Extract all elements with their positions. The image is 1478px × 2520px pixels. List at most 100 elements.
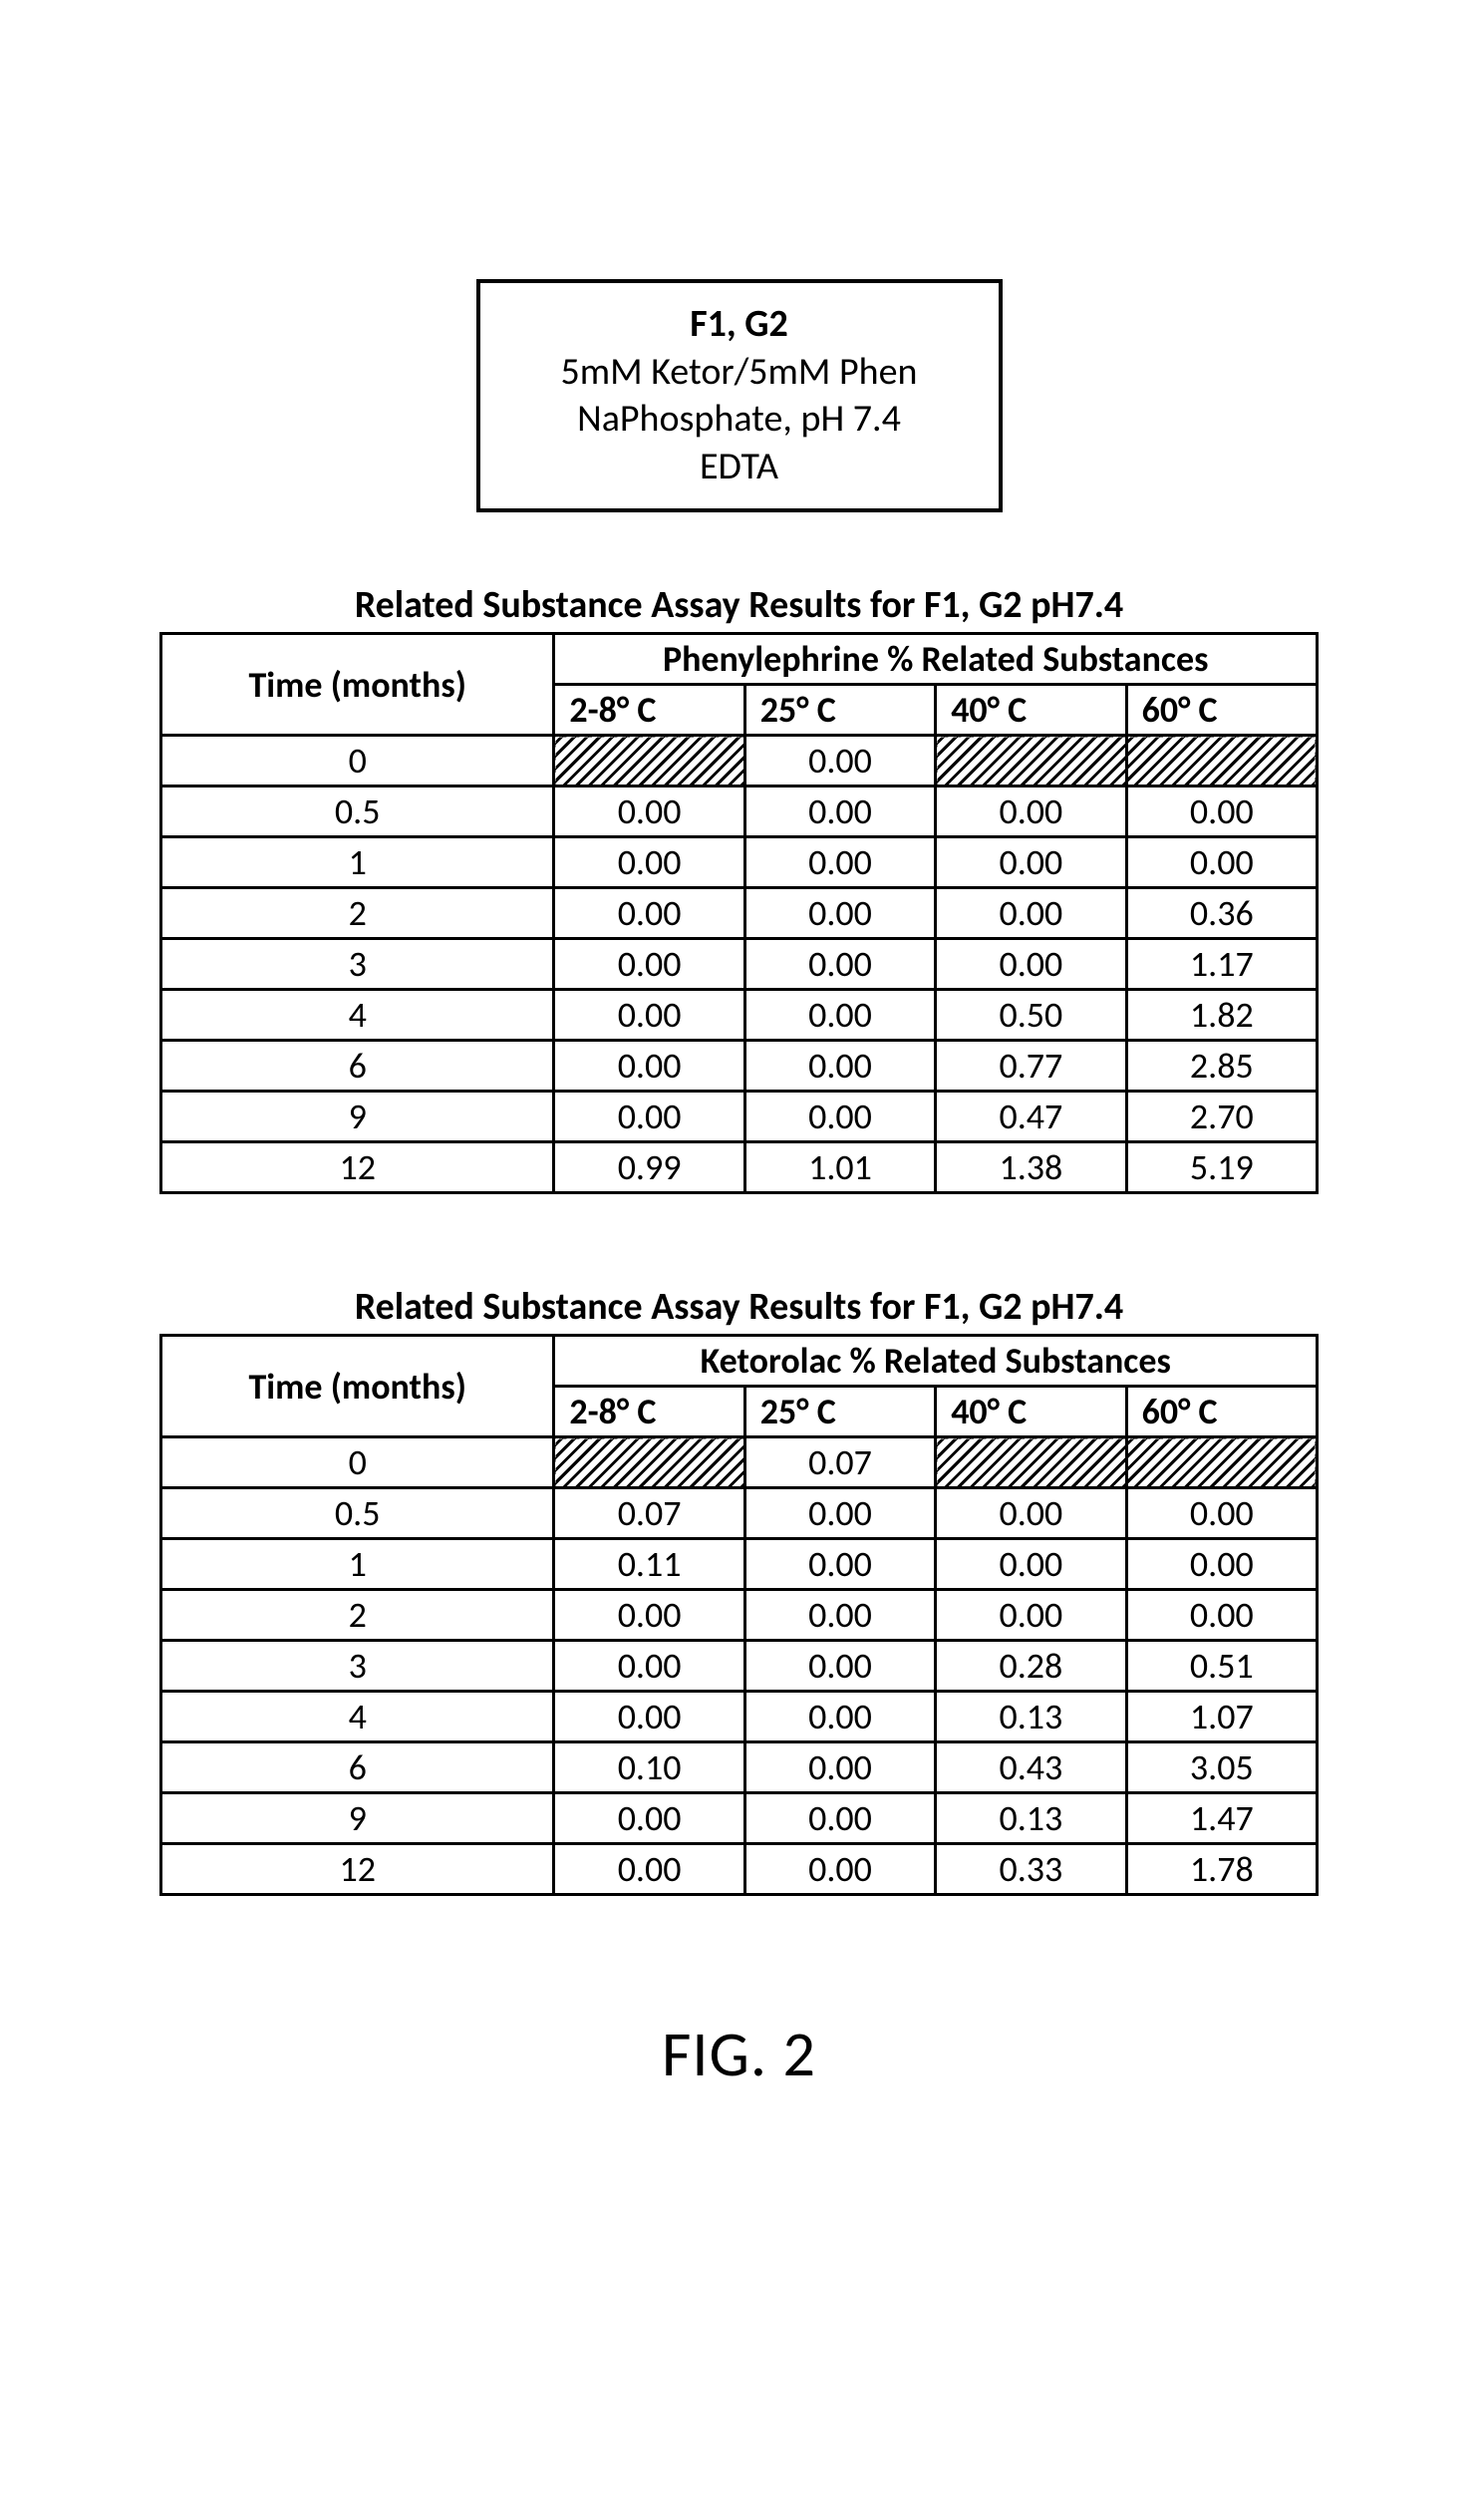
time-cell: 3 bbox=[161, 1641, 554, 1692]
data-cell: 0.47 bbox=[936, 1092, 1126, 1142]
data-cell: 0.07 bbox=[554, 1488, 744, 1539]
info-box-line2: NaPhosphate, pH 7.4 bbox=[500, 396, 979, 444]
data-cell: 0.00 bbox=[744, 1844, 935, 1895]
data-cell: 0.00 bbox=[744, 1488, 935, 1539]
data-cell: 0.00 bbox=[744, 939, 935, 990]
table-title: Related Substance Assay Results for F1, … bbox=[159, 1284, 1319, 1330]
data-cell: 0.00 bbox=[554, 837, 744, 888]
table-row: 30.000.000.001.17 bbox=[161, 939, 1318, 990]
data-cell: 0.33 bbox=[936, 1844, 1126, 1895]
data-cell: 0.00 bbox=[744, 990, 935, 1041]
data-cell: 0.00 bbox=[744, 787, 935, 837]
data-cell: 0.00 bbox=[1126, 1488, 1317, 1539]
table-row: 120.991.011.385.19 bbox=[161, 1142, 1318, 1193]
data-cell bbox=[554, 1437, 744, 1488]
data-cell: 0.13 bbox=[936, 1692, 1126, 1742]
data-cell: 5.19 bbox=[1126, 1142, 1317, 1193]
time-cell: 0 bbox=[161, 736, 554, 787]
data-cell: 0.00 bbox=[554, 1092, 744, 1142]
table-row: 0.50.070.000.000.00 bbox=[161, 1488, 1318, 1539]
time-cell: 6 bbox=[161, 1742, 554, 1793]
data-cell: 0.00 bbox=[744, 1539, 935, 1590]
data-cell: 0.00 bbox=[554, 787, 744, 837]
data-cell: 0.00 bbox=[744, 837, 935, 888]
data-cell: 0.77 bbox=[936, 1041, 1126, 1092]
table-row: 60.000.000.772.85 bbox=[161, 1041, 1318, 1092]
info-box-title: F1, G2 bbox=[500, 301, 979, 349]
time-cell: 2 bbox=[161, 888, 554, 939]
table-row: 120.000.000.331.78 bbox=[161, 1844, 1318, 1895]
data-cell: 0.00 bbox=[1126, 1590, 1317, 1641]
info-box-line1: 5mM Ketor/5mM Phen bbox=[500, 349, 979, 397]
table-row: 40.000.000.131.07 bbox=[161, 1692, 1318, 1742]
data-cell: 0.00 bbox=[1126, 837, 1317, 888]
data-cell: 0.00 bbox=[554, 939, 744, 990]
temp-header: 40° C bbox=[936, 1387, 1126, 1437]
time-header: Time (months) bbox=[161, 1336, 554, 1437]
figure-caption: FIG. 2 bbox=[159, 2016, 1319, 2093]
temp-header: 25° C bbox=[744, 1387, 935, 1437]
group-header: Phenylephrine % Related Substances bbox=[554, 634, 1318, 685]
temp-header: 60° C bbox=[1126, 1387, 1317, 1437]
data-cell: 0.00 bbox=[1126, 787, 1317, 837]
table-row: 10.000.000.000.00 bbox=[161, 837, 1318, 888]
table-header-row: Time (months)Phenylephrine % Related Sub… bbox=[161, 634, 1318, 685]
data-cell bbox=[1126, 736, 1317, 787]
table-row: 0.50.000.000.000.00 bbox=[161, 787, 1318, 837]
time-cell: 1 bbox=[161, 1539, 554, 1590]
data-cell: 0.00 bbox=[554, 888, 744, 939]
data-cell: 0.00 bbox=[936, 1539, 1126, 1590]
time-cell: 3 bbox=[161, 939, 554, 990]
time-cell: 1 bbox=[161, 837, 554, 888]
temp-header: 40° C bbox=[936, 685, 1126, 736]
data-cell: 0.00 bbox=[744, 736, 935, 787]
data-cell bbox=[936, 1437, 1126, 1488]
data-cell: 0.00 bbox=[1126, 1539, 1317, 1590]
data-cell: 1.17 bbox=[1126, 939, 1317, 990]
temp-header: 25° C bbox=[744, 685, 935, 736]
table-row: 90.000.000.472.70 bbox=[161, 1092, 1318, 1142]
data-cell: 0.00 bbox=[744, 1041, 935, 1092]
table-row: 30.000.000.280.51 bbox=[161, 1641, 1318, 1692]
data-cell: 0.00 bbox=[936, 1488, 1126, 1539]
table-title: Related Substance Assay Results for F1, … bbox=[159, 582, 1319, 628]
data-cell: 0.00 bbox=[744, 1641, 935, 1692]
table-row: 10.110.000.000.00 bbox=[161, 1539, 1318, 1590]
temp-header: 60° C bbox=[1126, 685, 1317, 736]
data-cell: 0.07 bbox=[744, 1437, 935, 1488]
data-cell: 1.47 bbox=[1126, 1793, 1317, 1844]
data-cell: 0.00 bbox=[936, 787, 1126, 837]
assay-table: Time (months)Ketorolac % Related Substan… bbox=[159, 1334, 1319, 1896]
data-cell bbox=[936, 736, 1126, 787]
time-cell: 4 bbox=[161, 1692, 554, 1742]
temp-header: 2-8° C bbox=[554, 685, 744, 736]
data-cell: 0.00 bbox=[744, 1742, 935, 1793]
data-cell: 0.00 bbox=[554, 990, 744, 1041]
data-cell: 0.00 bbox=[744, 1092, 935, 1142]
table-row: 0 0.07 bbox=[161, 1437, 1318, 1488]
time-header: Time (months) bbox=[161, 634, 554, 736]
data-cell: 0.00 bbox=[554, 1641, 744, 1692]
data-cell: 0.00 bbox=[744, 1590, 935, 1641]
data-cell: 0.00 bbox=[936, 888, 1126, 939]
data-cell: 0.00 bbox=[554, 1590, 744, 1641]
tables-container: Related Substance Assay Results for F1, … bbox=[159, 582, 1319, 1896]
data-cell: 0.50 bbox=[936, 990, 1126, 1041]
table-row: 20.000.000.000.00 bbox=[161, 1590, 1318, 1641]
info-box-line3: EDTA bbox=[500, 444, 979, 491]
data-cell: 0.00 bbox=[936, 837, 1126, 888]
data-cell: 0.36 bbox=[1126, 888, 1317, 939]
data-cell: 1.82 bbox=[1126, 990, 1317, 1041]
data-cell bbox=[554, 736, 744, 787]
group-header: Ketorolac % Related Substances bbox=[554, 1336, 1318, 1387]
data-cell: 0.00 bbox=[936, 1590, 1126, 1641]
data-cell: 2.70 bbox=[1126, 1092, 1317, 1142]
time-cell: 12 bbox=[161, 1844, 554, 1895]
time-cell: 6 bbox=[161, 1041, 554, 1092]
table-row: 40.000.000.501.82 bbox=[161, 990, 1318, 1041]
data-cell: 0.00 bbox=[744, 888, 935, 939]
data-cell: 0.28 bbox=[936, 1641, 1126, 1692]
data-cell: 0.00 bbox=[554, 1692, 744, 1742]
time-cell: 9 bbox=[161, 1092, 554, 1142]
data-cell: 0.00 bbox=[936, 939, 1126, 990]
